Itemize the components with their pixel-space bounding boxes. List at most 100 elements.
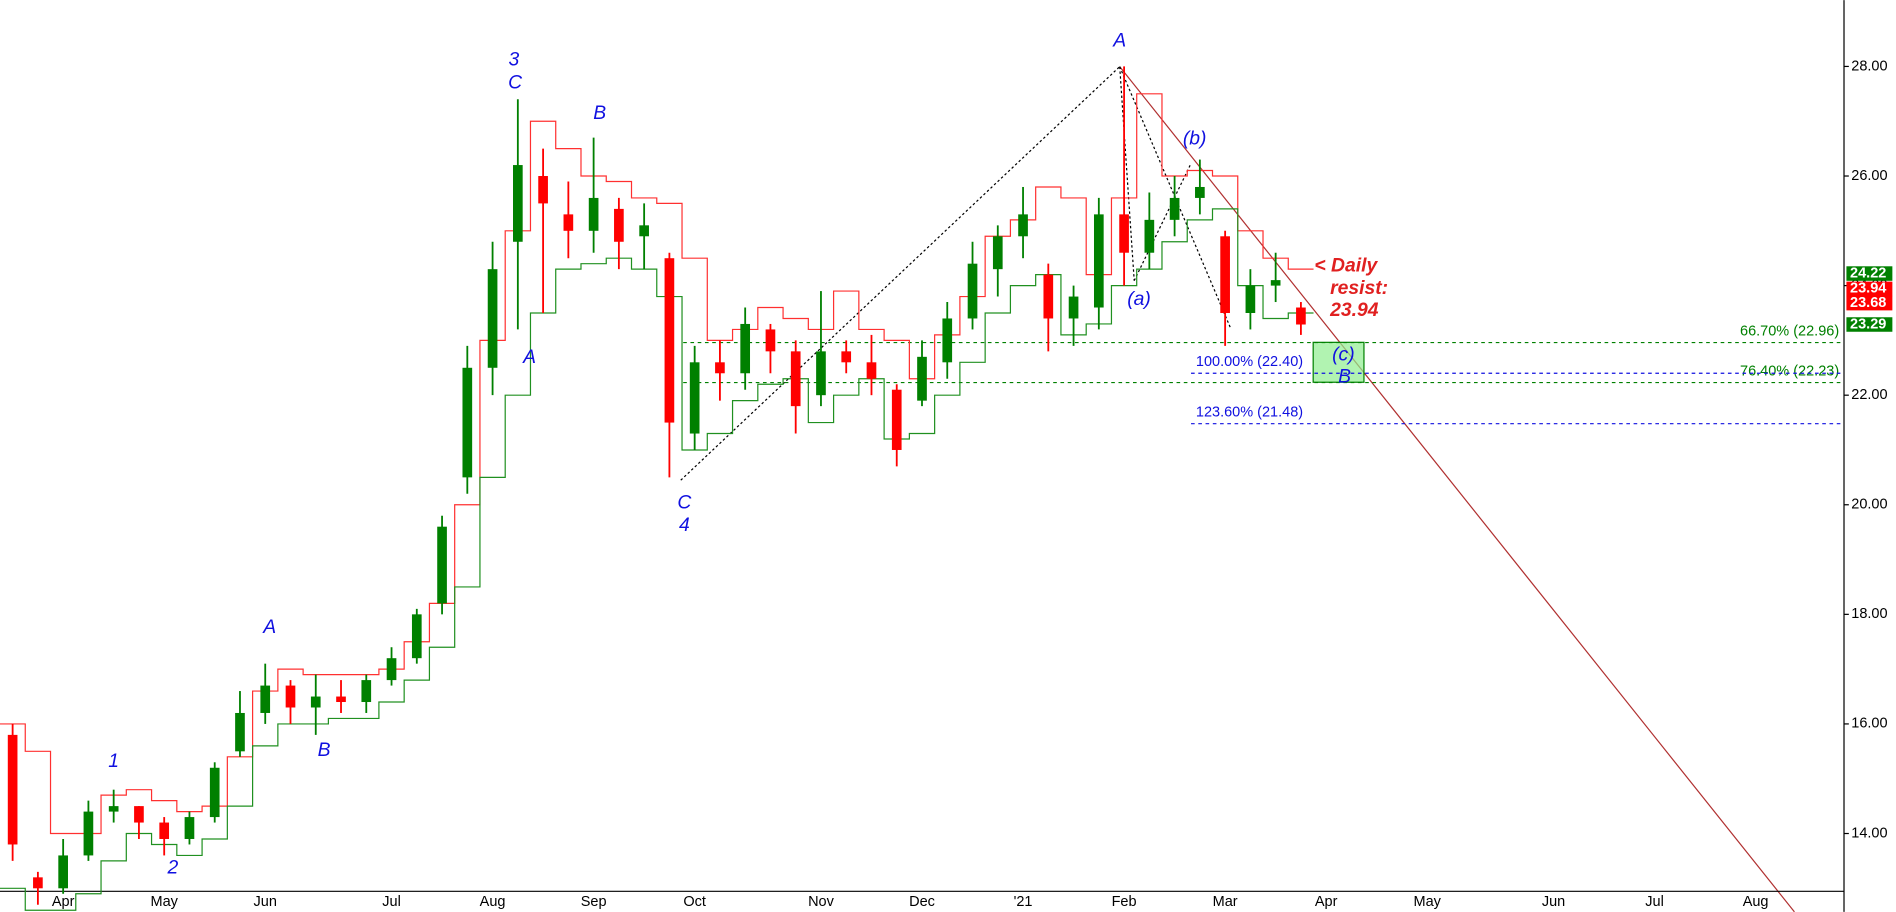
candle-body [58,855,68,889]
candle-body [1195,186,1205,198]
dotted-line [1119,66,1135,281]
x-tick-label: '21 [1014,894,1033,910]
y-tick-label: 20.00 [1851,497,1887,513]
candle-body [765,329,776,352]
wave-label: B [1338,366,1351,388]
candle-body [310,696,321,708]
x-tick-label: Sep [581,894,607,910]
candle-body [563,214,574,231]
candle-body [866,362,877,379]
candle-body [1043,274,1054,319]
candle-body [967,263,978,319]
x-tick-label: Apr [1315,894,1338,910]
x-tick-label: May [150,894,178,910]
wave-label: B [593,102,606,124]
price-tag-label: 23.29 [1850,316,1886,332]
candle-body [917,356,927,401]
candle-body [1119,214,1129,253]
candle-body [639,225,649,237]
wave-label: (b) [1183,127,1207,149]
wave-label: C [677,491,692,513]
candle-body [108,806,119,812]
y-tick-label: 16.00 [1851,716,1887,732]
x-tick-label: Aug [480,894,506,910]
candle-body [513,165,523,242]
candle-body [1245,285,1256,313]
trendline [1119,66,1795,912]
dotted-line [1133,163,1192,281]
wave-label: (c) [1332,344,1355,366]
x-tick-label: May [1414,894,1442,910]
candle-body [7,734,18,845]
x-tick-label: Feb [1112,894,1137,910]
candle-body [992,236,1003,270]
resist-note: resist: [1330,277,1388,299]
wave-label: A [1112,29,1126,51]
dotted-line [680,66,1121,481]
candle-body [159,822,170,839]
candle-body [841,351,852,363]
fib-label: 123.60% (21.48) [1196,405,1303,421]
candle-body [411,614,422,659]
candle-body [891,389,902,450]
target-box [1312,341,1365,383]
candle-body [1220,236,1230,313]
x-tick-label: Apr [52,894,75,910]
wave-label: (a) [1127,288,1151,310]
fib-label: 100.00% (22.40) [1196,354,1303,370]
candle-body [1169,197,1180,220]
candle-body [285,685,296,708]
x-tick-label: Jul [1645,894,1664,910]
x-tick-label: Aug [1743,894,1769,910]
candle-body [942,318,953,363]
wave-label: C [508,72,523,94]
y-tick-label: 26.00 [1851,168,1887,184]
candle-body [816,351,826,396]
y-tick-label: 14.00 [1851,825,1887,841]
candle-body [386,658,397,681]
candle-body [1144,219,1155,253]
price-tag-label: 23.68 [1850,295,1886,311]
x-tick-label: Jun [1542,894,1565,910]
candle-body [336,696,346,703]
candle-body [588,197,599,231]
candle-body [437,526,447,604]
candle-body [689,362,700,434]
price-tag-label: 23.94 [1850,281,1886,297]
candle-body [1018,214,1028,237]
wave-label: 3 [509,49,520,71]
price-tag [1846,281,1893,297]
wave-label: B [318,739,331,761]
x-tick-label: Jun [254,894,277,910]
candle-body [209,767,220,818]
candle-body [184,817,195,839]
candle-body [134,806,144,823]
x-tick-label: Mar [1213,894,1238,910]
fib-label: 66.70% (22.96) [1740,324,1839,340]
x-tick-label: Jul [382,894,401,910]
candle-body [715,362,725,374]
wave-label: 1 [108,750,119,772]
y-tick-label: 22.00 [1851,387,1887,403]
candle-body [1270,280,1281,286]
candle-body [1068,296,1079,319]
y-tick-label: 28.00 [1851,58,1887,74]
candle-body [1093,214,1104,308]
price-tag [1846,317,1893,332]
price-tag [1846,295,1893,311]
wave-label: A [522,346,536,368]
candle-body [538,176,548,204]
x-tick-label: Dec [909,894,935,910]
candle-body [260,685,271,713]
candle-body [235,712,245,752]
candle-body [664,258,675,423]
band-line [0,208,1314,911]
resist-note: < Daily [1314,254,1378,276]
candle-body [1296,307,1306,325]
y-tick-label: 18.00 [1851,606,1887,622]
candle-body [614,208,624,242]
wave-label: 2 [167,856,179,878]
